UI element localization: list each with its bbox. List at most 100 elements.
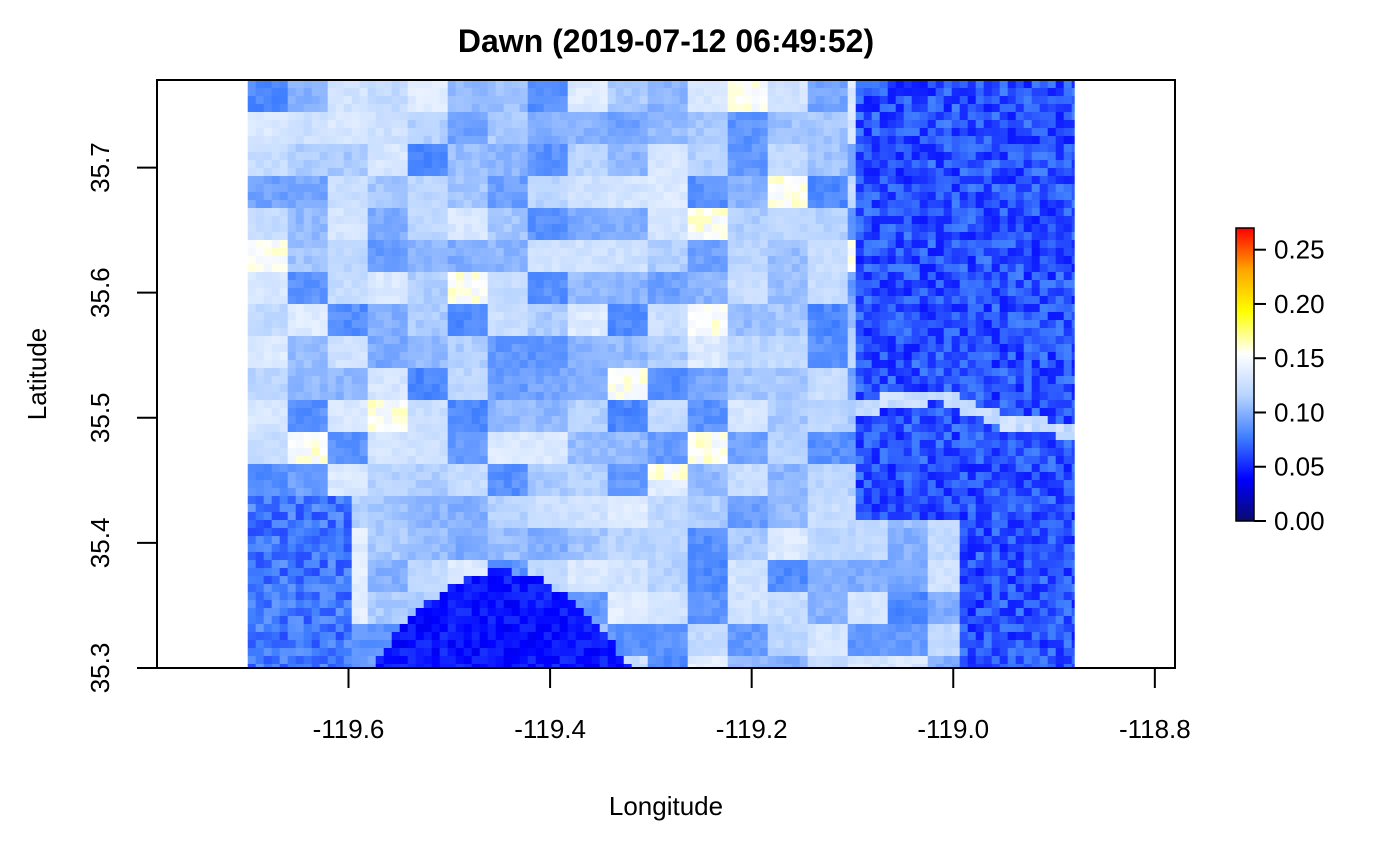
raster-cell (1015, 456, 1025, 465)
raster-cell (927, 336, 937, 345)
raster-cell (319, 360, 329, 369)
raster-cell (919, 136, 929, 145)
raster-cell (823, 80, 833, 89)
raster-cell (351, 264, 361, 273)
raster-cell (327, 200, 337, 209)
raster-cell (927, 144, 937, 153)
raster-cell (751, 96, 761, 105)
raster-cell (399, 216, 409, 225)
raster-cell (559, 88, 569, 97)
raster-cell (463, 216, 473, 225)
raster-cell (1063, 376, 1073, 385)
raster-cell (983, 384, 993, 393)
raster-cell (671, 240, 681, 249)
raster-cell (255, 208, 265, 217)
raster-cell (431, 336, 441, 345)
raster-cell (879, 392, 889, 401)
raster-cell (775, 368, 785, 377)
raster-cell (639, 160, 649, 169)
raster-cell (367, 336, 377, 345)
raster-cell (511, 336, 521, 345)
raster-cell (727, 272, 737, 281)
raster-cell (1015, 296, 1025, 305)
raster-cell (575, 224, 585, 233)
raster-cell (719, 240, 729, 249)
raster-cell (423, 248, 433, 257)
raster-cell (319, 440, 329, 449)
raster-cell (327, 344, 337, 353)
raster-cell (447, 456, 457, 465)
raster-cell (927, 216, 937, 225)
raster-cell (1023, 280, 1033, 289)
raster-cell (695, 280, 705, 289)
raster-cell (871, 368, 881, 377)
raster-cell (335, 176, 345, 185)
raster-cell (575, 232, 585, 241)
raster-cell (735, 296, 745, 305)
raster-cell (367, 96, 377, 105)
raster-cell (687, 200, 697, 209)
raster-cell (431, 272, 441, 281)
raster-cell (375, 368, 385, 377)
raster-cell (903, 400, 913, 409)
raster-cell (407, 344, 417, 353)
raster-cell (951, 400, 961, 409)
raster-cell (719, 184, 729, 193)
raster-cell (559, 152, 569, 161)
raster-cell (527, 136, 537, 145)
raster-cell (847, 216, 857, 225)
raster-cell (687, 376, 697, 385)
raster-cell (983, 152, 993, 161)
raster-cell (735, 456, 745, 465)
raster-cell (663, 136, 673, 145)
raster-cell (303, 184, 313, 193)
raster-cell (735, 88, 745, 97)
raster-cell (943, 360, 953, 369)
raster-cell (935, 144, 945, 153)
raster-cell (983, 280, 993, 289)
raster-cell (495, 192, 505, 201)
raster-cell (559, 328, 569, 337)
raster-cell (255, 264, 265, 273)
raster-cell (383, 344, 393, 353)
raster-cell (607, 320, 617, 329)
raster-cell (1015, 280, 1025, 289)
raster-cell (743, 320, 753, 329)
raster-cell (703, 200, 713, 209)
raster-cell (935, 264, 945, 273)
raster-cell (655, 392, 665, 401)
raster-cell (1039, 408, 1049, 417)
raster-cell (999, 392, 1009, 401)
raster-cell (999, 120, 1009, 129)
raster-cell (255, 440, 265, 449)
raster-cell (455, 184, 465, 193)
raster-cell (1023, 336, 1033, 345)
raster-cell (855, 112, 865, 121)
raster-cell (591, 400, 601, 409)
raster-cell (255, 248, 265, 257)
raster-cell (455, 176, 465, 185)
raster-cell (919, 184, 929, 193)
raster-cell (327, 288, 337, 297)
raster-cell (263, 432, 273, 441)
raster-cell (527, 384, 537, 393)
raster-cell (367, 112, 377, 121)
raster-cell (799, 104, 809, 113)
raster-cell (847, 136, 857, 145)
raster-cell (399, 408, 409, 417)
raster-cell (247, 232, 257, 241)
raster-cell (551, 128, 561, 137)
raster-cell (1023, 376, 1033, 385)
raster-cell (735, 120, 745, 129)
raster-cell (511, 200, 521, 209)
raster-cell (775, 216, 785, 225)
raster-cell (791, 200, 801, 209)
raster-cell (615, 232, 625, 241)
raster-cell (975, 320, 985, 329)
raster-cell (919, 200, 929, 209)
raster-cell (359, 152, 369, 161)
raster-cell (935, 328, 945, 337)
raster-cell (935, 176, 945, 185)
raster-cell (455, 224, 465, 233)
raster-cell (807, 448, 817, 457)
